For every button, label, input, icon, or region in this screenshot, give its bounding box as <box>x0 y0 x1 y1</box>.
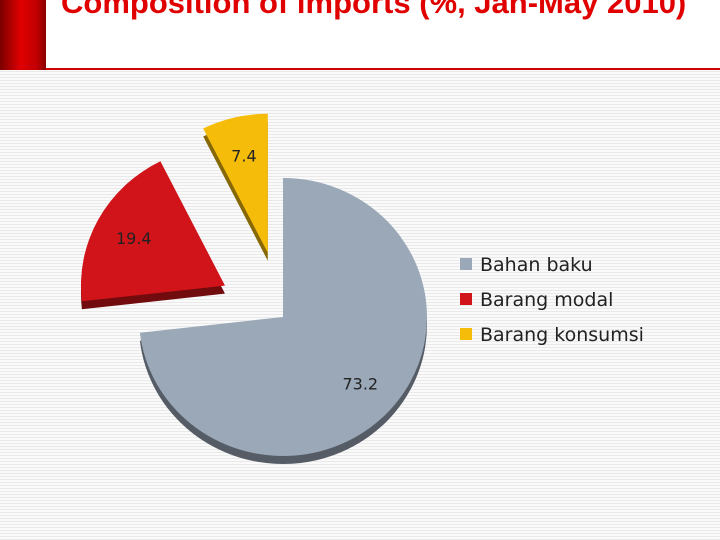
pie-slice-bahan-baku <box>139 178 427 456</box>
legend-swatch-bahan-baku <box>460 258 472 270</box>
pie-data-labels: 73.2 19.4 7.4 <box>116 146 378 393</box>
pie-slices <box>80 113 427 464</box>
legend-entry-bahan-baku: Bahan baku <box>480 254 593 276</box>
pie-slice-barang-konsumsi <box>203 113 268 253</box>
legend-entry-barang-modal: Barang modal <box>480 289 613 311</box>
legend-entry-barang-konsumsi: Barang konsumsi <box>480 324 644 346</box>
data-label-barang-konsumsi: 7.4 <box>231 146 256 165</box>
data-label-barang-modal: 19.4 <box>116 229 152 248</box>
title-underline <box>46 68 720 70</box>
legend-swatch-barang-konsumsi <box>460 328 472 340</box>
chart-legend: Bahan baku Barang modal Barang konsumsi <box>460 254 644 346</box>
pie-slice-barang-modal <box>80 161 225 302</box>
page-title: Composition of imports (%, Jan-May 2010) <box>61 0 687 20</box>
legend-swatch-barang-modal <box>460 293 472 305</box>
data-label-bahan-baku: 73.2 <box>342 375 378 394</box>
header-accent-bar <box>0 0 46 70</box>
header: Composition of imports (%, Jan-May 2010) <box>0 0 720 70</box>
